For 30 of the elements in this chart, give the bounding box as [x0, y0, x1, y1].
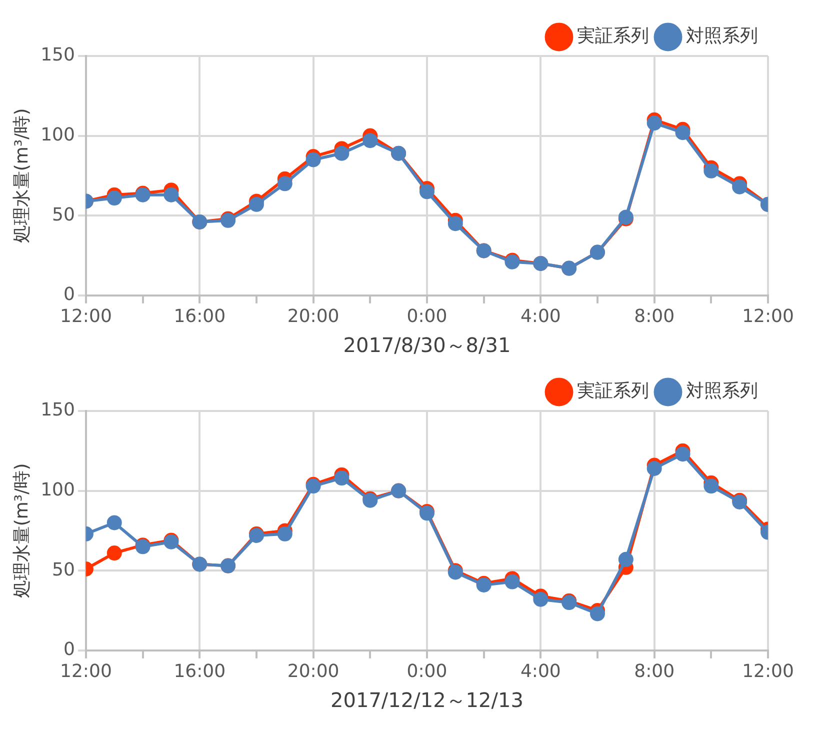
- x-tick-label: 4:00: [520, 306, 561, 327]
- x-axis-title: 2017/12/12～12/13: [330, 688, 524, 712]
- x-tick-label: 12:00: [60, 306, 112, 327]
- legend-label: 対照系列: [686, 380, 758, 402]
- y-tick-label: 50: [52, 559, 75, 580]
- x-tick-label: 20:00: [287, 660, 340, 682]
- x-tick-label: 20:00: [287, 306, 340, 327]
- x-tick-label: 8:00: [634, 660, 675, 682]
- y-tick-label: 150: [40, 44, 75, 66]
- y-tick-label: 100: [40, 124, 75, 146]
- x-tick-label: 12:00: [60, 660, 112, 682]
- x-tick-label: 0:00: [406, 306, 448, 327]
- y-tick-label: 150: [40, 400, 75, 421]
- y-tick-label: 0: [64, 639, 75, 660]
- x-axis-title: 2017/8/30～8/31: [343, 333, 511, 358]
- x-tick-label: 16:00: [174, 660, 226, 682]
- x-tick-label: 0:00: [406, 660, 448, 682]
- x-tick-label: 4:00: [520, 660, 561, 682]
- y-tick-label: 0: [64, 284, 75, 306]
- legend-label: 対照系列: [686, 26, 758, 47]
- legend-label: 実証系列: [577, 380, 649, 402]
- legend-label: 実証系列: [577, 26, 649, 47]
- x-tick-label: 8:00: [634, 306, 675, 327]
- x-tick-label: 12:00: [742, 660, 794, 682]
- y-axis-title: 処理水量(m³/時): [11, 463, 32, 598]
- y-axis-title: 処理水量(m³/時): [11, 108, 32, 244]
- x-tick-label: 16:00: [174, 306, 226, 327]
- y-tick-label: 100: [40, 479, 75, 500]
- x-tick-label: 12:00: [742, 306, 794, 327]
- y-tick-label: 50: [52, 204, 75, 226]
